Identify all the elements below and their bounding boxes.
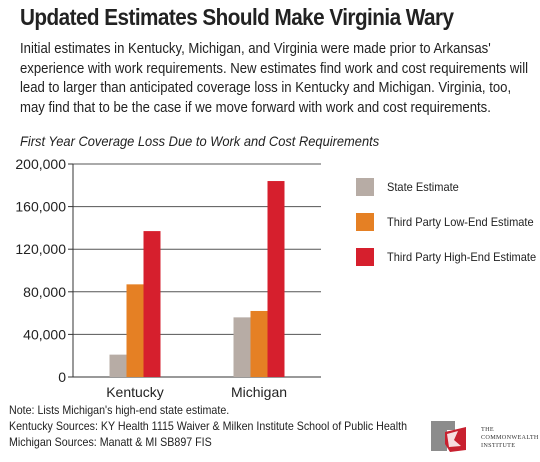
logo-line-2: COMMONWEALTH (481, 434, 539, 441)
y-tick-label: 80,000 (23, 284, 66, 300)
legend-item: Third Party Low-End Estimate (356, 213, 540, 233)
note-line: Note: Lists Michigan's high-end state es… (9, 404, 230, 417)
page-headline: Updated Estimates Should Make Virginia W… (20, 4, 454, 30)
legend-swatch (356, 213, 374, 231)
y-tick-label: 0 (58, 369, 66, 385)
logo-line-1: THE (481, 426, 494, 433)
x-tick-label: Michigan (231, 384, 287, 400)
bar (143, 231, 161, 377)
bar (126, 284, 144, 377)
chart-notes: Note: Lists Michigan's high-end state es… (9, 403, 407, 451)
legend-label: Third Party Low-End Estimate (387, 215, 534, 229)
commonwealth-institute-logo: THE COMMONWEALTH INSTITUTE (428, 418, 538, 458)
bar (267, 181, 285, 377)
kentucky-sources: Kentucky Sources: KY Health 1115 Waiver … (9, 420, 408, 433)
bar-chart: 0 40,000 80,000 120,000 160,000 200,000 Kentuc… (15, 156, 321, 400)
bar (250, 310, 268, 377)
bar (109, 354, 127, 377)
y-tick-label: 160,000 (15, 199, 66, 215)
bar (233, 317, 251, 377)
legend-item: State Estimate (356, 178, 540, 198)
logo-line-3: INSTITUTE (481, 442, 516, 449)
y-tick-label: 40,000 (23, 326, 66, 342)
legend-label: State Estimate (387, 180, 459, 194)
y-tick-label: 200,000 (15, 156, 66, 172)
commonwealth-logo-icon (431, 421, 466, 452)
chart-title: First Year Coverage Loss Due to Work and… (20, 133, 380, 149)
legend-label: Third Party High-End Estimate (387, 250, 537, 264)
intro-paragraph: Initial estimates in Kentucky, Michigan,… (20, 41, 529, 116)
michigan-sources: Michigan Sources: Manatt & MI SB897 FIS (9, 436, 212, 449)
y-tick-label: 120,000 (15, 241, 66, 257)
legend-swatch (356, 178, 374, 196)
logo-wordmark: THE COMMONWEALTH INSTITUTE (481, 426, 539, 450)
legend-item: Third Party High-End Estimate (356, 248, 540, 268)
x-tick-label: Kentucky (106, 384, 164, 400)
legend-swatch (356, 248, 374, 266)
